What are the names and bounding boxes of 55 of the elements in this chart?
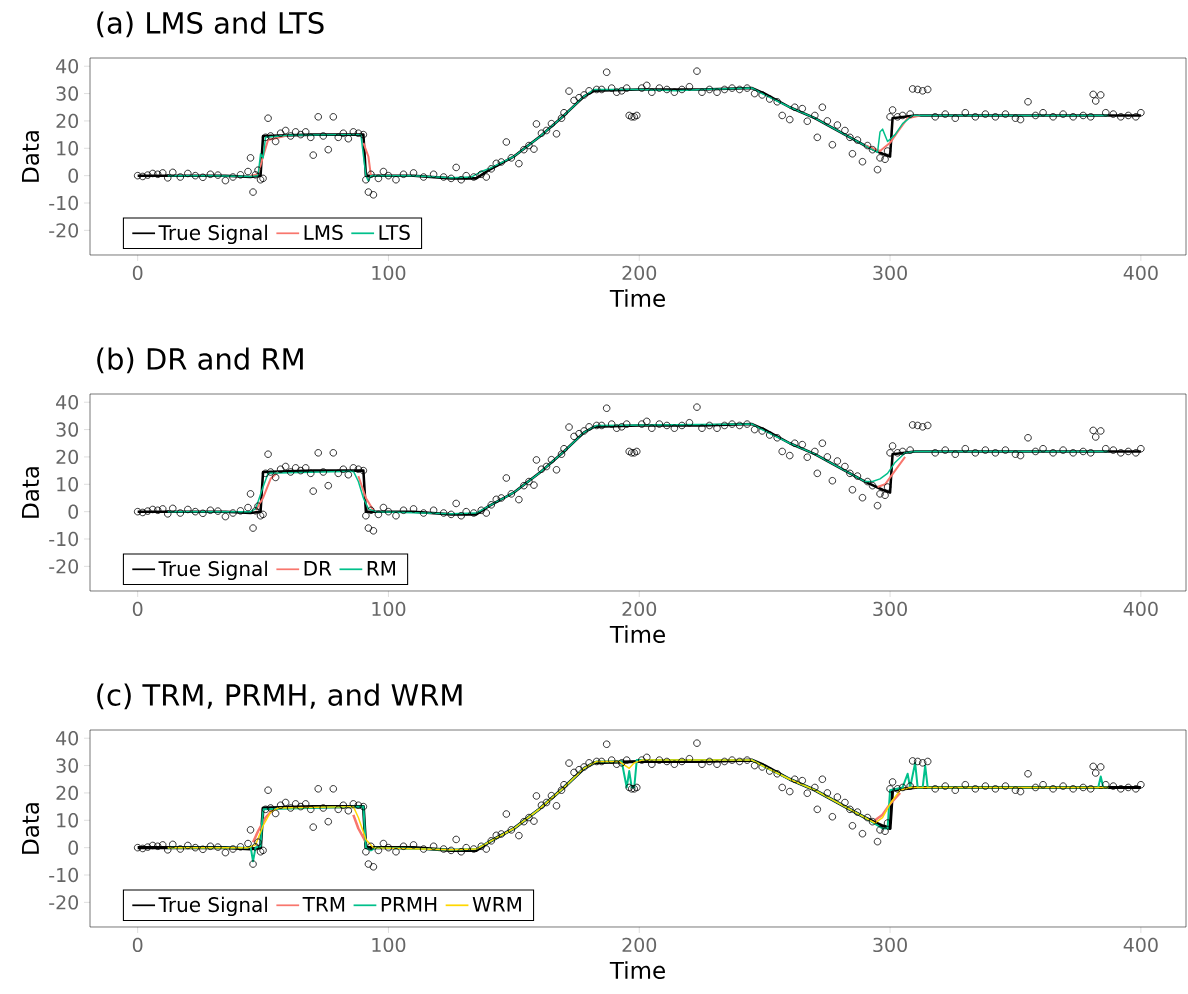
x-tick-label: 0 [132, 937, 143, 953]
x-axis-title: Time [609, 625, 665, 644]
legend-label: RM [367, 561, 395, 576]
y-tick-label: 40 [56, 731, 79, 746]
y-tick-label: 20 [56, 113, 79, 129]
y-tick-label: 10 [57, 141, 79, 156]
x-tick-label: 400 [1123, 601, 1158, 617]
legend-label: True Signal [158, 560, 267, 581]
legend-label: TRM [302, 897, 345, 912]
y-tick-label: -10 [49, 531, 79, 547]
x-axis-title: Time [609, 961, 665, 980]
x-tick-label: 200 [622, 601, 657, 617]
x-tick-label: 0 [132, 601, 143, 617]
legend-label: PRMH [381, 897, 437, 912]
y-tick-label: 10 [57, 477, 79, 492]
y-tick-label: 10 [57, 813, 79, 828]
x-tick-label: 300 [873, 937, 907, 953]
chart-title: (c) TRM, PRMH, and WRM [97, 683, 462, 710]
y-tick-label: 30 [56, 758, 79, 773]
y-tick-label: -20 [49, 223, 79, 238]
y-tick-label: -20 [49, 895, 79, 910]
x-tick-label: 300 [873, 601, 907, 617]
y-axis-title: Data [22, 131, 40, 182]
y-tick-label: 40 [56, 59, 79, 74]
y-tick-label: 0 [68, 504, 79, 519]
y-tick-label: 0 [68, 840, 79, 855]
y-tick-label: 30 [56, 86, 79, 101]
y-tick-label: -20 [49, 559, 79, 574]
x-axis-title: Time [609, 289, 665, 308]
legend-label: True Signal [158, 224, 267, 245]
x-tick-label: 0 [132, 265, 143, 281]
x-tick-label: 400 [1123, 265, 1158, 281]
legend-label: WRM [472, 897, 521, 912]
legend-label: True Signal [158, 896, 267, 917]
chart-title: (a) LMS and LTS [97, 11, 324, 38]
y-tick-label: -10 [49, 195, 79, 211]
legend-label: DR [304, 561, 332, 576]
y-tick-label: -10 [49, 867, 79, 883]
y-tick-label: 30 [56, 422, 79, 437]
y-tick-label: 0 [68, 168, 79, 183]
x-tick-label: 200 [622, 937, 657, 953]
x-tick-label: 100 [372, 265, 406, 281]
x-tick-label: 100 [372, 937, 406, 953]
legend-label: LTS [379, 224, 410, 240]
x-tick-label: 400 [1123, 937, 1158, 953]
x-tick-label: 100 [372, 601, 406, 617]
y-axis-title: Data [22, 803, 40, 854]
legend-label: LMS [304, 224, 343, 240]
y-tick-label: 20 [56, 785, 79, 801]
y-tick-label: 20 [56, 449, 79, 465]
y-tick-label: 40 [56, 395, 79, 410]
chart-title: (b) DR and RM [97, 347, 303, 374]
y-axis-title: Data [22, 467, 40, 518]
x-tick-label: 200 [622, 265, 657, 281]
x-tick-label: 300 [873, 265, 907, 281]
